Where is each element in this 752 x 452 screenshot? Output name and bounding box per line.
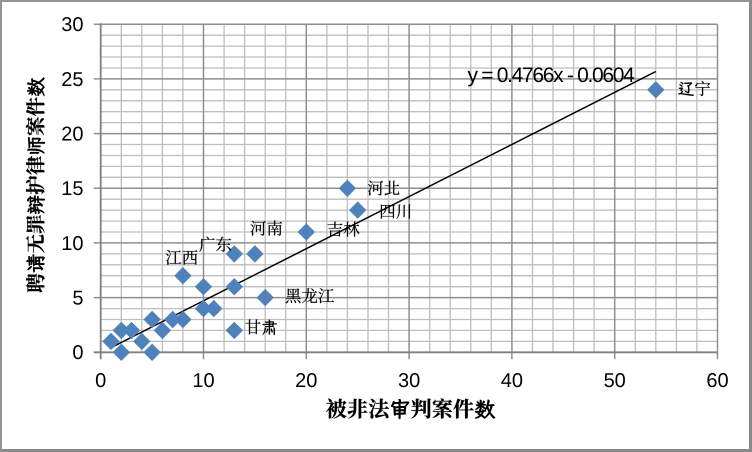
svg-text:20: 20 [61,124,83,146]
svg-text:0: 0 [72,342,83,364]
svg-text:50: 50 [604,370,626,392]
svg-text:5: 5 [72,288,83,310]
svg-text:0: 0 [95,370,106,392]
svg-text:40: 40 [501,370,523,392]
svg-text:15: 15 [61,178,83,200]
svg-text:y = 0.4766x - 0.0604: y = 0.4766x - 0.0604 [467,64,635,87]
svg-text:25: 25 [61,69,83,91]
svg-text:10: 10 [192,370,214,392]
svg-text:60: 60 [706,370,728,392]
svg-text:30: 30 [61,14,83,36]
svg-text:10: 10 [61,233,83,255]
svg-text:20: 20 [295,370,317,392]
svg-text:30: 30 [398,370,420,392]
